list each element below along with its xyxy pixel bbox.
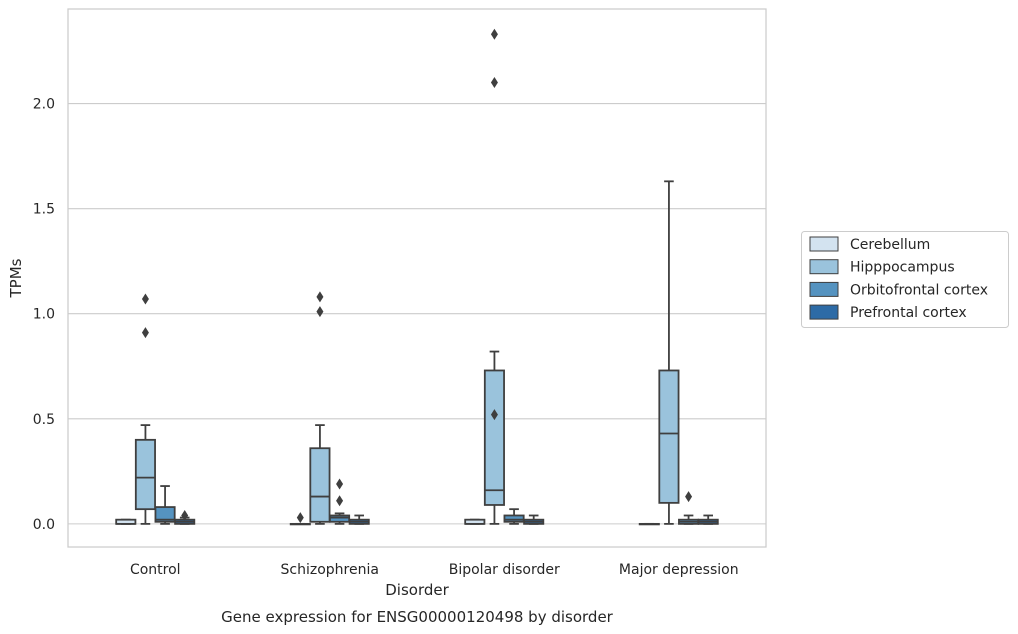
outlier-point	[296, 512, 304, 524]
outlier-point	[141, 293, 149, 305]
outlier-point	[141, 327, 149, 339]
outlier-point	[181, 509, 189, 521]
legend-swatch	[809, 236, 839, 252]
y-tick-label: 1.5	[33, 202, 55, 218]
box-prefrontal-cortex-3	[697, 514, 719, 525]
box-iqr	[658, 369, 680, 504]
box-hipppocampus-0	[134, 293, 156, 525]
y-tick-label: 1.0	[33, 307, 55, 323]
plot-area	[68, 9, 766, 547]
legend-label: Prefrontal cortex	[850, 305, 967, 321]
x-axis-label: Disorder	[385, 581, 449, 599]
box-hipppocampus-3	[658, 180, 680, 525]
outlier-point	[316, 306, 324, 318]
box-iqr	[329, 514, 351, 523]
box-cerebellum-1	[289, 512, 311, 526]
box-prefrontal-cortex-2	[523, 514, 545, 525]
box-cerebellum-3	[638, 522, 660, 526]
y-axis-label: TPMs	[7, 258, 25, 298]
box-hipppocampus-1	[309, 291, 331, 525]
outlier-point	[336, 495, 344, 507]
box-iqr	[503, 514, 525, 523]
legend-swatch	[809, 304, 839, 320]
box-prefrontal-cortex-1	[348, 514, 370, 525]
box-cerebellum-2	[464, 518, 486, 525]
outlier-point	[490, 409, 498, 421]
box-orbitofrontal-cortex-2	[503, 508, 525, 525]
y-tick-label: 0.5	[33, 412, 55, 428]
x-tick-label: Major depression	[619, 562, 739, 578]
legend-label: Orbitofrontal cortex	[850, 282, 988, 298]
legend-label: Hipppocampus	[850, 260, 955, 276]
y-tick-labels: 0.0 0.5 1.0 1.5 2.0	[33, 97, 55, 533]
outlier-point	[336, 478, 344, 490]
figure-caption: Gene expression for ENSG00000120498 by d…	[221, 608, 614, 626]
plot-frame	[67, 8, 767, 548]
legend-frame	[801, 231, 1009, 328]
box-iqr	[309, 447, 331, 523]
outlier-point	[490, 28, 498, 40]
x-tick-label: Bipolar disorder	[449, 562, 560, 578]
legend-label: Cerebellum	[850, 237, 930, 253]
box-hipppocampus-2	[483, 28, 505, 525]
box-orbitofrontal-cortex-0	[154, 485, 176, 525]
legend-swatch	[809, 259, 839, 275]
outlier-point	[490, 77, 498, 89]
y-tick-label: 0.0	[33, 517, 55, 533]
box-iqr	[154, 506, 176, 523]
box-orbitofrontal-cortex-1	[329, 478, 351, 525]
box-iqr	[483, 369, 505, 506]
x-tick-label: Schizophrenia	[281, 562, 379, 578]
x-tick-label: Control	[130, 562, 181, 578]
legend-swatch	[809, 281, 839, 297]
x-tick-labels: Control Schizophrenia Bipolar disorder Majo…	[130, 562, 739, 578]
box-prefrontal-cortex-0	[174, 509, 196, 525]
outlier-point	[685, 491, 693, 503]
outlier-point	[316, 291, 324, 303]
y-tick-label: 2.0	[33, 97, 55, 113]
box-iqr	[134, 438, 156, 511]
legend: Cerebellum Hipppocampus Orbitofrontal cort…	[801, 231, 1009, 328]
box-groups	[115, 28, 719, 526]
box-cerebellum-0	[115, 518, 137, 525]
